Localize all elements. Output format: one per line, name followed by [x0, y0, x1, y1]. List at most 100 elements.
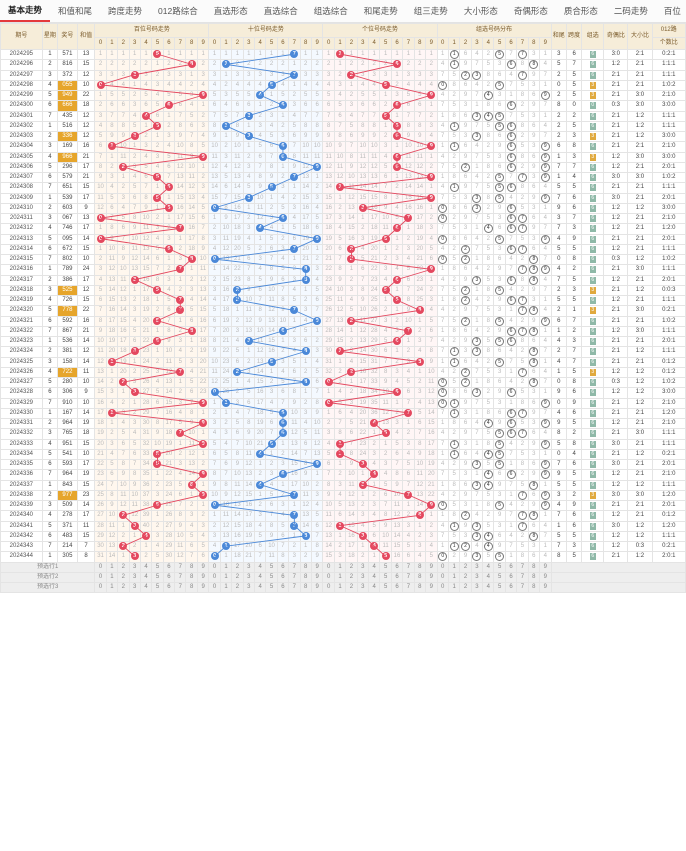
tab-0[interactable]: 基本走势: [0, 0, 51, 22]
preselect-digit[interactable]: 0: [94, 571, 107, 584]
preselect-digit[interactable]: 4: [368, 581, 381, 594]
preselect-digit[interactable]: 1: [333, 581, 347, 594]
preselect-digit[interactable]: 3: [128, 581, 141, 594]
preselect-digit[interactable]: 1: [333, 561, 347, 573]
preselect-digit[interactable]: 0: [94, 561, 107, 573]
preselect-digit[interactable]: 4: [139, 571, 153, 584]
preselect-digit[interactable]: 2: [117, 581, 130, 594]
preselect-digit[interactable]: 9: [425, 561, 438, 573]
tab-7[interactable]: 和尾走势: [363, 6, 398, 16]
preselect-digit[interactable]: 5: [151, 571, 164, 584]
preselect-digit[interactable]: 7: [402, 571, 415, 584]
preselect-digit[interactable]: 1: [219, 561, 233, 573]
preselect-digit[interactable]: 6: [390, 581, 404, 594]
preselect-digit[interactable]: 0: [322, 561, 335, 573]
preselect-digit[interactable]: 3: [470, 581, 484, 594]
preselect-digit[interactable]: 6: [390, 571, 404, 584]
preselect-digit[interactable]: 1: [105, 581, 119, 594]
preselect-digit[interactable]: 1: [105, 561, 119, 573]
preselect-digit[interactable]: 2: [117, 571, 130, 584]
preselect-digit[interactable]: 9: [196, 571, 210, 584]
tab-11[interactable]: 质合形态: [563, 6, 598, 16]
preselect-digit[interactable]: 0: [436, 561, 449, 573]
tab-6[interactable]: 组选综合: [313, 6, 348, 16]
preselect-digit[interactable]: 9: [539, 561, 552, 573]
preselect-digit[interactable]: 9: [196, 581, 210, 594]
preselect-digit[interactable]: 0: [436, 571, 449, 584]
preselect-digit[interactable]: 3: [356, 571, 370, 584]
preselect-digit[interactable]: 5: [151, 581, 164, 594]
tab-3[interactable]: 012路综合: [158, 6, 198, 16]
preselect-digit[interactable]: 7: [402, 561, 415, 573]
preselect-digit[interactable]: 7: [174, 561, 187, 573]
preselect-digit[interactable]: 3: [128, 571, 141, 584]
tab-9[interactable]: 大小形态: [463, 6, 498, 16]
preselect-digit[interactable]: 7: [402, 581, 415, 594]
tab-2[interactable]: 跨度走势: [108, 6, 143, 16]
preselect-digit[interactable]: 9: [425, 571, 438, 584]
preselect-digit[interactable]: 7: [288, 581, 301, 594]
preselect-digit[interactable]: 4: [368, 561, 381, 573]
preselect-digit[interactable]: 0: [208, 571, 221, 584]
preselect-row[interactable]: 预选行3 0 1 2 3 4 5 6 7 8 9 0 1 2 3 4 5 6 7 8 9 0 1 2 3 4 5 6 7 8 9 0 1 2 3 4 5…: [0, 581, 686, 594]
preselect-digit[interactable]: 8: [413, 581, 427, 594]
preselect-digit[interactable]: 9: [425, 581, 438, 594]
preselect-digit[interactable]: 3: [242, 571, 255, 584]
preselect-digit[interactable]: 1: [447, 581, 461, 594]
preselect-digit[interactable]: 8: [413, 561, 427, 573]
preselect-digit[interactable]: 1: [447, 561, 461, 573]
preselect-digit[interactable]: 0: [208, 561, 221, 573]
preselect-digit[interactable]: 9: [539, 571, 552, 584]
preselect-digit[interactable]: 5: [151, 561, 164, 573]
preselect-digit[interactable]: 6: [162, 571, 176, 584]
preselect-digit[interactable]: 8: [299, 561, 312, 573]
preselect-digit[interactable]: 8: [185, 581, 198, 594]
preselect-digit[interactable]: 3: [470, 561, 484, 573]
preselect-digit[interactable]: 6: [162, 561, 176, 573]
preselect-digit[interactable]: 3: [242, 561, 255, 573]
preselect-digit[interactable]: 5: [493, 561, 506, 573]
preselect-digit[interactable]: 3: [242, 581, 255, 594]
preselect-digit[interactable]: 4: [139, 561, 153, 573]
preselect-digit[interactable]: 6: [276, 581, 290, 594]
preselect-digit[interactable]: 4: [253, 581, 267, 594]
preselect-digit[interactable]: 3: [356, 561, 370, 573]
tab-13[interactable]: 百位: [663, 6, 681, 16]
preselect-digit[interactable]: 4: [482, 561, 495, 573]
tab-5[interactable]: 直选综合: [263, 6, 298, 16]
preselect-digit[interactable]: 6: [504, 581, 518, 594]
tab-8[interactable]: 组三走势: [413, 6, 448, 16]
preselect-digit[interactable]: 4: [139, 581, 153, 594]
preselect-digit[interactable]: 9: [310, 561, 324, 573]
preselect-digit[interactable]: 1: [219, 571, 233, 584]
preselect-digit[interactable]: 0: [436, 581, 449, 594]
preselect-digit[interactable]: 5: [379, 561, 392, 573]
preselect-digit[interactable]: 9: [310, 571, 324, 584]
preselect-row[interactable]: 预选行1 0 1 2 3 4 5 6 7 8 9 0 1 2 3 4 5 6 7 8 9 0 1 2 3 4 5 6 7 8 9 0 1 2 3 4 5…: [0, 561, 686, 573]
tab-10[interactable]: 奇偶形态: [513, 6, 548, 16]
preselect-digit[interactable]: 3: [470, 571, 484, 584]
preselect-digit[interactable]: 5: [265, 581, 278, 594]
preselect-digit[interactable]: 9: [196, 561, 210, 573]
preselect-digit[interactable]: 3: [356, 581, 370, 594]
preselect-row[interactable]: 预选行2 0 1 2 3 4 5 6 7 8 9 0 1 2 3 4 5 6 7 8 9 0 1 2 3 4 5 6 7 8 9 0 1 2 3 4 5…: [0, 571, 686, 584]
preselect-digit[interactable]: 7: [174, 571, 187, 584]
preselect-digit[interactable]: 6: [390, 561, 404, 573]
preselect-digit[interactable]: 4: [482, 581, 495, 594]
preselect-digit[interactable]: 1: [219, 581, 233, 594]
preselect-digit[interactable]: 2: [231, 571, 244, 584]
preselect-digit[interactable]: 8: [185, 561, 198, 573]
preselect-digit[interactable]: 5: [379, 581, 392, 594]
preselect-digit[interactable]: 7: [516, 561, 529, 573]
preselect-digit[interactable]: 1: [105, 571, 119, 584]
preselect-digit[interactable]: 9: [539, 581, 552, 594]
preselect-digit[interactable]: 8: [413, 571, 427, 584]
preselect-digit[interactable]: 2: [345, 561, 358, 573]
preselect-digit[interactable]: 0: [322, 581, 335, 594]
preselect-digit[interactable]: 0: [322, 571, 335, 584]
preselect-digit[interactable]: 8: [299, 571, 312, 584]
preselect-digit[interactable]: 8: [527, 581, 541, 594]
preselect-digit[interactable]: 7: [174, 581, 187, 594]
preselect-digit[interactable]: 4: [368, 571, 381, 584]
preselect-digit[interactable]: 6: [162, 581, 176, 594]
